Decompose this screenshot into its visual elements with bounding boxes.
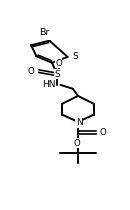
- Text: O: O: [55, 59, 62, 67]
- Text: Br: Br: [39, 28, 49, 37]
- Text: O: O: [99, 128, 106, 137]
- Text: N: N: [76, 118, 83, 127]
- Text: S: S: [54, 70, 60, 79]
- Text: HN: HN: [42, 80, 55, 89]
- Text: O: O: [27, 67, 34, 76]
- Text: O: O: [73, 139, 80, 148]
- Text: S: S: [72, 52, 78, 61]
